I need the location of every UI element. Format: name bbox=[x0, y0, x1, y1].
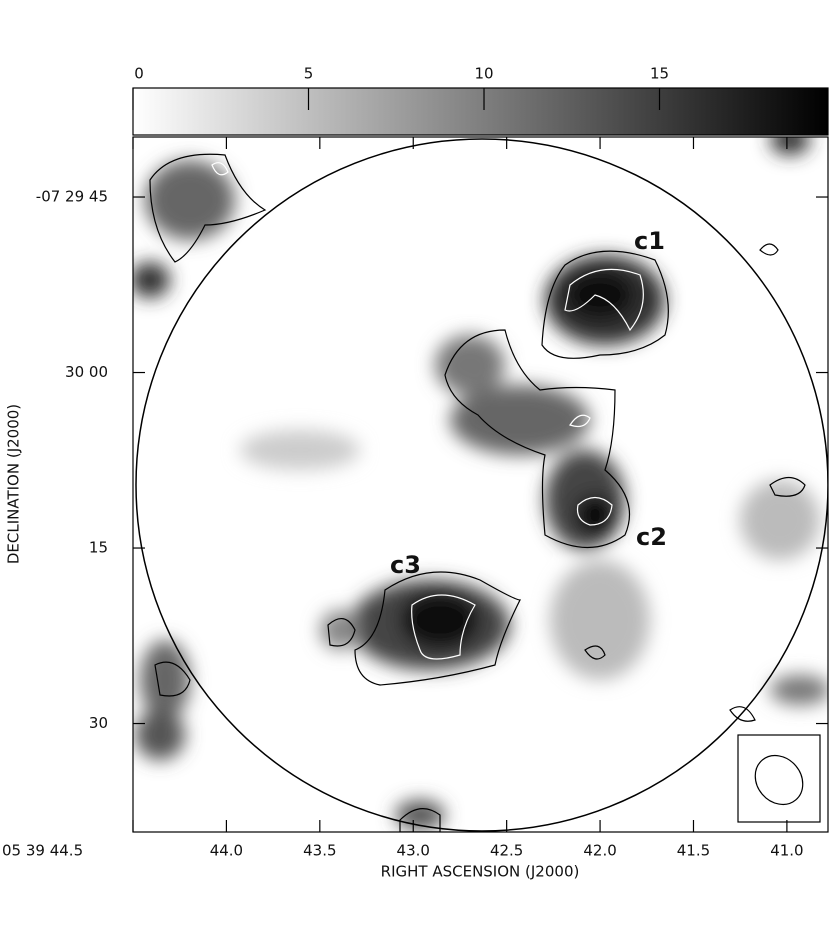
x-tick-label: 41.5 bbox=[677, 842, 710, 860]
x-tick-label: 43.5 bbox=[303, 842, 336, 860]
x-tick-label: 42.0 bbox=[583, 842, 616, 860]
plot-frame bbox=[132, 136, 829, 833]
colorbar-tick-label: 15 bbox=[650, 65, 669, 83]
contours bbox=[149, 153, 806, 832]
primary-beam bbox=[135, 138, 828, 832]
beam bbox=[754, 754, 804, 806]
x-tick-label: 44.0 bbox=[210, 842, 243, 860]
annotation: c1 bbox=[634, 227, 665, 255]
colorbar-tick-label: 5 bbox=[304, 65, 314, 83]
emission-map bbox=[133, 137, 828, 832]
colorbar bbox=[132, 87, 829, 136]
colorbar-tick-label: 10 bbox=[474, 65, 493, 83]
x-tick-label: 05 39 44.5 bbox=[2, 842, 83, 860]
x-tick-label: 43.0 bbox=[397, 842, 430, 860]
beam-box bbox=[737, 734, 821, 823]
y-tick-label: 15 bbox=[89, 539, 108, 557]
y-tick-label: 30 bbox=[89, 714, 108, 732]
annotation: c2 bbox=[636, 523, 667, 551]
y-tick-label: -07 29 45 bbox=[36, 188, 108, 206]
x-tick-label: 42.5 bbox=[490, 842, 523, 860]
x-axis-label: RIGHT ASCENSION (J2000) bbox=[381, 863, 580, 881]
y-tick-label: 30 00 bbox=[65, 363, 108, 381]
annotation: c3 bbox=[390, 551, 421, 579]
contours-high bbox=[211, 162, 644, 660]
y-axis-label: DECLINATION (J2000) bbox=[5, 404, 23, 564]
colorbar-tick-label: 0 bbox=[134, 65, 144, 83]
emission bbox=[133, 137, 828, 830]
x-tick-label: 41.0 bbox=[770, 842, 803, 860]
